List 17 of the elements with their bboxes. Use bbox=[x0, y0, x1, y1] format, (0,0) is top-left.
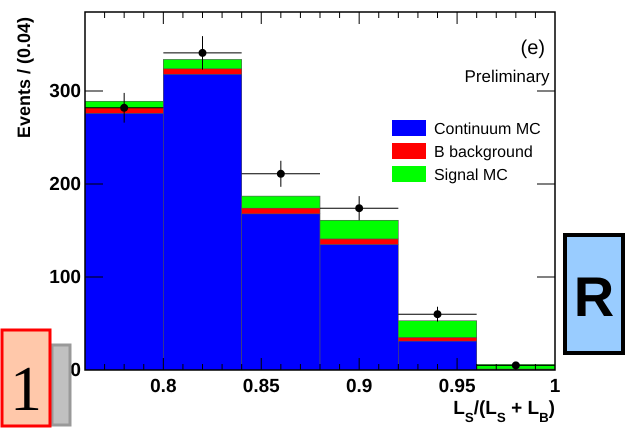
y-axis-title: Events / (0.04) bbox=[14, 17, 34, 138]
x-tick-label: 0.95 bbox=[438, 376, 476, 397]
legend-label: Signal MC bbox=[434, 167, 508, 184]
annotation: (e) bbox=[520, 37, 545, 59]
x-axis-title: L$_{S}$/(L$_{S}$ + L$_{B}$) bbox=[453, 398, 555, 424]
y-tick-label: 100 bbox=[49, 267, 81, 288]
y-tick-label: 200 bbox=[49, 174, 81, 196]
x-tick-label: 1 bbox=[550, 376, 561, 397]
legend-label: Continuum MC bbox=[434, 121, 541, 138]
legend-label: B background bbox=[434, 144, 533, 161]
text: R bbox=[574, 265, 614, 328]
y-tick-label: 300 bbox=[49, 81, 81, 102]
x-tick-label: 0.8 bbox=[150, 376, 177, 397]
annotation: Preliminary bbox=[464, 67, 550, 86]
y-tick-label: 0 bbox=[70, 360, 81, 381]
x-tick-label: 0.9 bbox=[346, 376, 372, 397]
x-tick-label: 0.85 bbox=[242, 376, 280, 397]
